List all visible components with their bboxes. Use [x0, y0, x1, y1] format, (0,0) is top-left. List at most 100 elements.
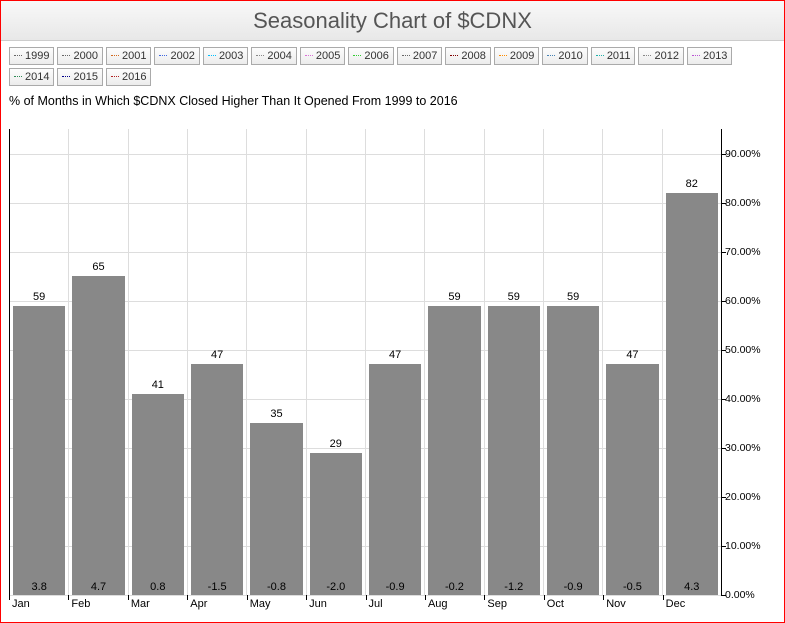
- bar-value-label: 47: [369, 349, 421, 361]
- legend-label: 2002: [170, 50, 194, 62]
- legend-item-2005[interactable]: 2005: [300, 47, 345, 65]
- x-label-text: Feb: [71, 598, 90, 610]
- legend-item-2001[interactable]: 2001: [106, 47, 151, 65]
- legend-item-2003[interactable]: 2003: [203, 47, 248, 65]
- bar-secondary-label: -1.5: [188, 581, 246, 593]
- legend: 1999 2000 2001 2002 2003 2004 2005 2006 2007 2008…: [1, 41, 784, 90]
- legend-item-2013[interactable]: 2013: [687, 47, 732, 65]
- x-label-oct: Oct: [544, 596, 603, 614]
- legend-item-1999[interactable]: 1999: [9, 47, 54, 65]
- legend-item-2012[interactable]: 2012: [638, 47, 683, 65]
- legend-label: 2000: [73, 50, 97, 62]
- bars-container: 593.8654.7410.847-1.535-0.829-2.047-0.95…: [10, 129, 721, 595]
- bar-secondary-label: -0.9: [544, 581, 602, 593]
- bar-secondary-label: -2.0: [307, 581, 365, 593]
- bar-value-label: 41: [132, 379, 184, 391]
- bar-secondary-label: 4.7: [69, 581, 127, 593]
- bar-value-label: 35: [250, 408, 302, 420]
- y-tick-label: 30.00%: [725, 442, 773, 454]
- bar-value-label: 59: [547, 291, 599, 303]
- x-tick: [187, 595, 188, 600]
- chart-subtitle: % of Months in Which $CDNX Closed Higher…: [1, 90, 784, 108]
- legend-item-2011[interactable]: 2011: [591, 47, 636, 65]
- legend-label: 1999: [25, 50, 49, 62]
- legend-item-2008[interactable]: 2008: [445, 47, 490, 65]
- x-tick: [603, 595, 604, 600]
- legend-item-2014[interactable]: 2014: [9, 68, 54, 86]
- legend-item-2016[interactable]: 2016: [106, 68, 151, 86]
- legend-swatch: [111, 76, 119, 78]
- legend-swatch: [256, 55, 264, 57]
- legend-swatch: [450, 55, 458, 57]
- bar-slot-feb: 654.7: [69, 129, 128, 595]
- bar-value-label: 59: [13, 291, 65, 303]
- bar-apr: 47: [191, 364, 243, 595]
- legend-label: 2012: [654, 50, 678, 62]
- legend-label: 2001: [122, 50, 146, 62]
- legend-item-2009[interactable]: 2009: [494, 47, 539, 65]
- y-tick-label: 60.00%: [725, 295, 773, 307]
- y-tick-label: 20.00%: [725, 491, 773, 503]
- x-label-jan: Jan: [9, 596, 68, 614]
- x-label-text: May: [250, 598, 271, 610]
- bar-slot-mar: 410.8: [129, 129, 188, 595]
- x-label-text: Sep: [487, 598, 507, 610]
- legend-label: 2004: [267, 50, 291, 62]
- legend-label: 2016: [122, 71, 146, 83]
- plot-area: 593.8654.7410.847-1.535-0.829-2.047-0.95…: [9, 129, 722, 596]
- legend-item-2015[interactable]: 2015: [57, 68, 102, 86]
- bar-slot-sep: 59-1.2: [485, 129, 544, 595]
- legend-label: 2015: [73, 71, 97, 83]
- x-label-dec: Dec: [663, 596, 722, 614]
- legend-swatch: [596, 55, 604, 57]
- legend-swatch: [208, 55, 216, 57]
- legend-label: 2009: [510, 50, 534, 62]
- legend-label: 2011: [607, 50, 631, 62]
- y-tick-label: 0.00%: [725, 589, 773, 601]
- x-label-sep: Sep: [484, 596, 543, 614]
- x-axis: JanFebMarAprMayJunJulAugSepOctNovDec: [9, 596, 722, 614]
- bar-jan: 59: [13, 306, 65, 595]
- legend-swatch: [692, 55, 700, 57]
- legend-swatch: [111, 55, 119, 57]
- legend-item-2002[interactable]: 2002: [154, 47, 199, 65]
- x-tick: [425, 595, 426, 600]
- x-label-nov: Nov: [603, 596, 662, 614]
- x-label-text: Mar: [131, 598, 150, 610]
- y-tick-label: 70.00%: [725, 246, 773, 258]
- x-label-text: Jan: [12, 598, 30, 610]
- x-tick: [366, 595, 367, 600]
- bar-slot-apr: 47-1.5: [188, 129, 247, 595]
- x-label-feb: Feb: [68, 596, 127, 614]
- bar-secondary-label: -1.2: [485, 581, 543, 593]
- x-tick: [128, 595, 129, 600]
- bar-aug: 59: [428, 306, 480, 595]
- x-tick: [247, 595, 248, 600]
- x-label-jul: Jul: [366, 596, 425, 614]
- legend-item-2010[interactable]: 2010: [542, 47, 587, 65]
- legend-label: 2007: [413, 50, 437, 62]
- bar-oct: 59: [547, 306, 599, 595]
- legend-item-2000[interactable]: 2000: [57, 47, 102, 65]
- legend-swatch: [159, 55, 167, 57]
- x-label-mar: Mar: [128, 596, 187, 614]
- legend-label: 2010: [558, 50, 582, 62]
- y-tick-label: 10.00%: [725, 540, 773, 552]
- bar-slot-jul: 47-0.9: [366, 129, 425, 595]
- x-tick: [306, 595, 307, 600]
- bar-slot-nov: 47-0.5: [603, 129, 662, 595]
- legend-label: 2003: [219, 50, 243, 62]
- legend-item-2006[interactable]: 2006: [348, 47, 393, 65]
- bar-dec: 82: [666, 193, 718, 595]
- bar-slot-may: 35-0.8: [247, 129, 306, 595]
- legend-item-2004[interactable]: 2004: [251, 47, 296, 65]
- legend-item-2007[interactable]: 2007: [397, 47, 442, 65]
- bar-secondary-label: -0.2: [425, 581, 483, 593]
- x-label-jun: Jun: [306, 596, 365, 614]
- bar-value-label: 47: [606, 349, 658, 361]
- legend-label: 2005: [316, 50, 340, 62]
- x-label-apr: Apr: [187, 596, 246, 614]
- bar-value-label: 29: [310, 438, 362, 450]
- x-label-text: Jun: [309, 598, 327, 610]
- x-tick: [663, 595, 664, 600]
